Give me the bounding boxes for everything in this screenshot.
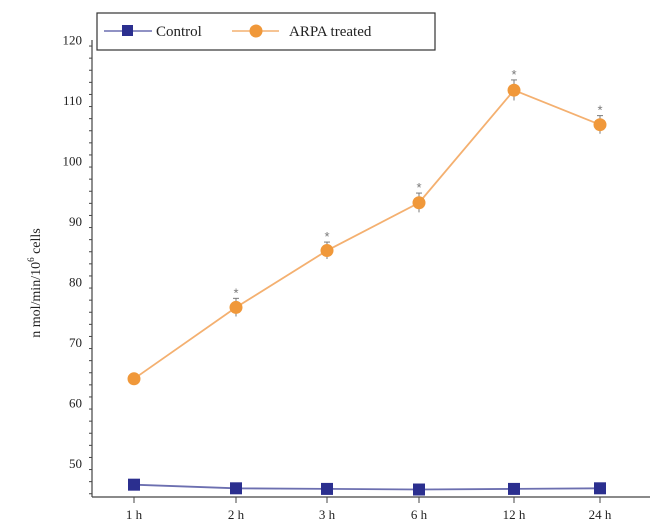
data-point (230, 482, 242, 495)
data-point (508, 482, 520, 495)
y-tick-label: 90 (69, 214, 82, 229)
y-axis-label-sup: 6 (26, 257, 36, 262)
x-tick-label: 2 h (228, 507, 245, 522)
y-axis-label: n mol/min/106 cells (26, 228, 44, 338)
legend-control-label: Control (156, 24, 202, 40)
series-arpa-treated: * * * * * (127, 67, 607, 386)
y-axis-ticks: 50 60 70 80 90 100 110 120 (63, 33, 92, 495)
data-point (412, 196, 426, 210)
y-tick-label: 70 (69, 335, 82, 350)
data-point (507, 83, 521, 97)
significance-asterisk: * (511, 67, 516, 82)
data-point (321, 482, 333, 495)
series-line (133, 89, 601, 380)
data-point (127, 372, 141, 386)
data-point (229, 300, 243, 314)
x-tick-label: 6 h (411, 507, 428, 522)
y-tick-label: 100 (63, 154, 83, 169)
x-tick-label: 24 h (589, 507, 612, 522)
x-tick-label: 12 h (503, 507, 526, 522)
data-point (413, 483, 425, 496)
x-axis-ticks: 1 h 2 h 3 h 6 h 12 h 24 h (126, 497, 612, 522)
x-tick-label: 3 h (319, 507, 336, 522)
data-point (320, 244, 334, 258)
data-point (128, 478, 140, 491)
y-tick-label: 110 (63, 93, 82, 108)
legend-arpa-marker (249, 24, 263, 38)
series-layer: * * * * * (127, 67, 607, 496)
data-point (593, 118, 607, 132)
significance-asterisk: * (597, 103, 602, 118)
y-tick-label: 60 (69, 396, 82, 411)
legend-control-marker (122, 25, 133, 36)
legend: Control ARPA treated (96, 12, 436, 51)
significance-asterisk: * (324, 229, 329, 244)
significance-asterisk: * (416, 180, 421, 195)
x-tick-label: 1 h (126, 507, 143, 522)
series-control (128, 478, 606, 496)
significance-asterisk: * (233, 285, 238, 300)
data-point (594, 482, 606, 495)
y-axis-label-tail: cells (29, 228, 44, 257)
legend-arpa-label: ARPA treated (289, 24, 372, 40)
series-line (133, 483, 601, 491)
y-tick-label: 50 (69, 456, 82, 471)
y-tick-label: 120 (63, 33, 83, 48)
y-tick-label: 80 (69, 275, 82, 290)
y-axis-label-main: n mol/min/10 (29, 262, 44, 338)
